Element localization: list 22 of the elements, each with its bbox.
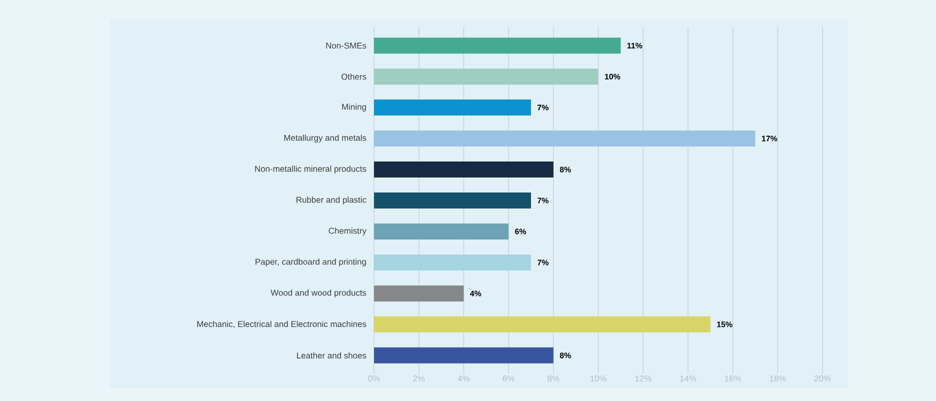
bar bbox=[374, 100, 532, 116]
y-tick-label: Leather and shoes bbox=[297, 352, 366, 359]
bar bbox=[374, 347, 554, 364]
bar bbox=[374, 254, 532, 270]
y-tick-label: Chemistry bbox=[328, 228, 366, 236]
y-tick-label: Mechanic, Electrical and Electronic machines bbox=[197, 320, 366, 328]
y-tick-label: Metallurgy and metals bbox=[284, 134, 366, 142]
y-tick-label: Rubber and plastic bbox=[296, 196, 366, 204]
bar bbox=[374, 192, 532, 209]
y-tick-label: Non-metallic mineral products bbox=[255, 166, 366, 174]
bar bbox=[374, 130, 756, 147]
bar bbox=[374, 223, 509, 240]
y-tick-label: Mining bbox=[342, 104, 366, 112]
bar bbox=[374, 316, 710, 332]
bar bbox=[374, 38, 621, 54]
bar bbox=[374, 68, 598, 85]
y-tick-label: Paper, cardboard and printing bbox=[256, 258, 366, 266]
bar bbox=[374, 162, 554, 178]
y-tick-label: Non-SMEs bbox=[326, 42, 366, 49]
y-tick-label: Wood and wood products bbox=[270, 290, 366, 298]
y-tick-label: Others bbox=[341, 73, 366, 80]
bar bbox=[374, 285, 464, 302]
